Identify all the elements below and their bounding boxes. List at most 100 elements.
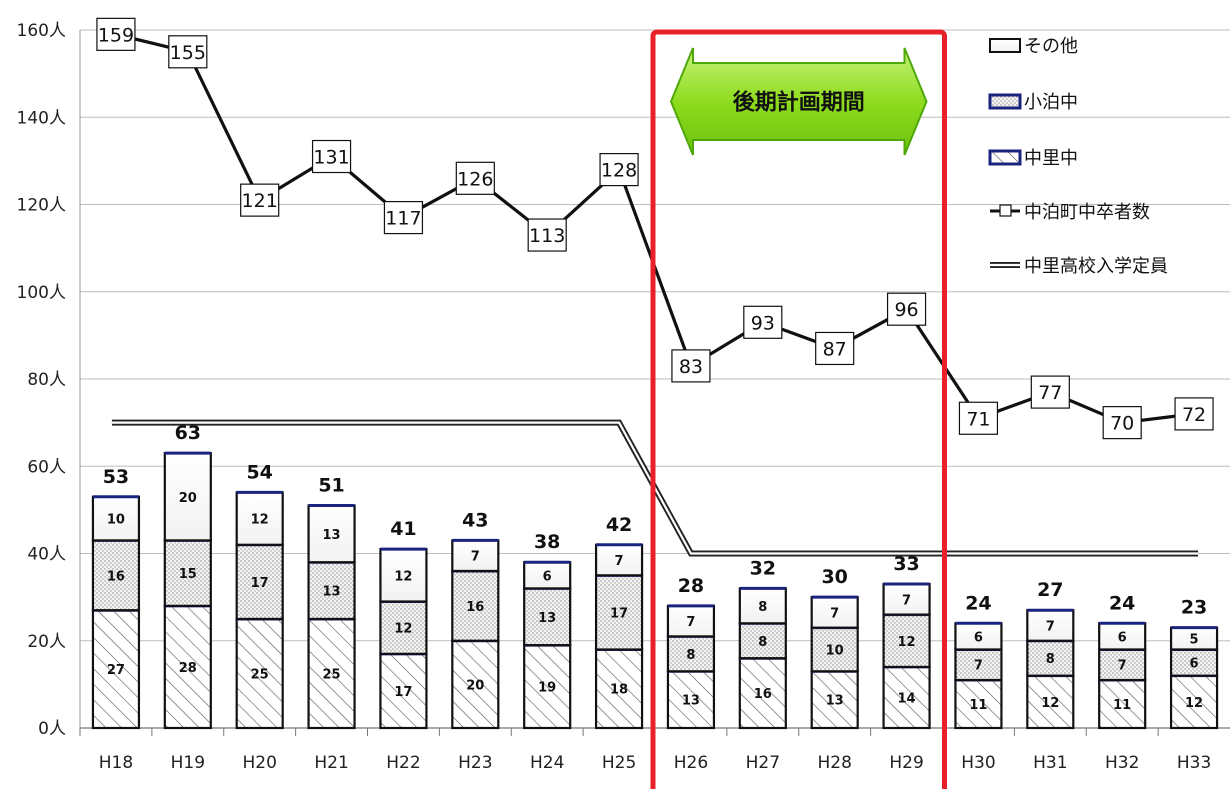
bar-segment <box>163 604 212 730</box>
bar-value-label: 17 <box>394 685 412 700</box>
y-tick-label: 20人 <box>27 632 66 652</box>
legend-swatch <box>989 150 1021 165</box>
legend-label: その他 <box>1024 36 1078 57</box>
bar-segment <box>954 678 1003 730</box>
bar-value-label: 20 <box>179 491 197 506</box>
point-label-box <box>168 35 208 69</box>
point-value-label: 131 <box>313 147 349 169</box>
bar-value-label: 5 <box>1190 633 1199 648</box>
legend-label: 中泊町中卒者数 <box>1024 202 1150 223</box>
bar-segment <box>523 587 572 647</box>
point-value-label: 70 <box>1110 413 1134 435</box>
bar-value-label: 8 <box>1046 652 1055 667</box>
legend-label: 中里中 <box>1024 148 1078 169</box>
bar-value-label: 12 <box>394 569 412 584</box>
bar-value-label: 16 <box>107 569 125 584</box>
banner-arrow <box>669 47 928 156</box>
point-value-label: 87 <box>823 338 847 360</box>
bar-value-label: 13 <box>323 528 341 543</box>
point-value-label: 155 <box>170 42 206 64</box>
bar-value-label: 16 <box>754 687 772 702</box>
x-tick-label: H30 <box>961 753 995 773</box>
bar-total-label: 53 <box>103 466 129 488</box>
bar-segment <box>1026 639 1075 677</box>
bar-value-label: 18 <box>610 683 628 698</box>
x-tick-label: H31 <box>1033 753 1067 773</box>
bar-value-label: 8 <box>758 600 767 615</box>
bar-value-label: 28 <box>179 661 197 676</box>
bar-segment <box>738 657 787 730</box>
x-tick-label: H20 <box>242 753 276 773</box>
bar-segment <box>1098 622 1147 651</box>
bar-value-label: 12 <box>251 513 269 528</box>
bar-total-label: 27 <box>1037 579 1063 601</box>
bar-total-label: 54 <box>246 461 272 483</box>
x-tick-label: H19 <box>171 753 205 773</box>
bar-value-label: 7 <box>1118 659 1127 674</box>
x-tick-label: H24 <box>530 753 564 773</box>
bar-total-label: 23 <box>1181 597 1207 619</box>
bar-total-label: 30 <box>821 566 847 588</box>
point-label-box <box>455 161 495 195</box>
point-value-label: 72 <box>1182 404 1206 426</box>
bar-segment <box>451 539 500 573</box>
bar-total-label: 28 <box>678 575 704 597</box>
bar-value-label: 11 <box>969 698 987 713</box>
bar-total-label: 41 <box>390 518 416 540</box>
x-tick-label: H33 <box>1177 753 1211 773</box>
bar-value-label: 16 <box>466 600 484 615</box>
bar-value-label: 13 <box>323 585 341 600</box>
bar-value-label: 7 <box>830 606 839 621</box>
x-tick-label: H23 <box>458 753 492 773</box>
bar-segment <box>91 495 141 542</box>
point-value-label: 93 <box>751 312 775 334</box>
bar-segment <box>666 670 716 730</box>
x-tick-label: H25 <box>602 753 636 773</box>
point-value-label: 126 <box>457 168 493 190</box>
bar-total-label: 24 <box>965 592 991 614</box>
bar-value-label: 8 <box>686 648 695 663</box>
point-label-box <box>743 305 783 339</box>
bar-total-label: 24 <box>1109 592 1135 614</box>
legend-swatch <box>989 38 1021 53</box>
y-axis: 0人 20人 40人 60人 80人 100人 120人 140人 160人 <box>17 21 81 739</box>
point-value-label: 121 <box>242 190 278 212</box>
bar-value-label: 6 <box>974 630 983 645</box>
point-value-label: 71 <box>966 408 990 430</box>
bar-total-label: 33 <box>893 553 919 575</box>
bar-segment <box>163 452 212 542</box>
legend-swatch-border <box>988 93 1022 110</box>
bar-segment <box>235 491 284 546</box>
bar-total-label: 51 <box>318 475 344 497</box>
point-label-box <box>886 292 927 326</box>
bar-total-label: 43 <box>462 509 488 531</box>
bar-segment <box>666 635 716 673</box>
bar-value-label: 13 <box>682 694 700 709</box>
y-tick-label: 40人 <box>27 545 66 565</box>
bar-segment <box>954 648 1003 682</box>
x-tick-label: H28 <box>817 753 851 773</box>
point-label-box <box>96 17 136 51</box>
bar-value-label: 10 <box>826 643 844 658</box>
bar-value-label: 8 <box>758 635 767 650</box>
bar-segment <box>1169 648 1219 677</box>
bar-value-label: 7 <box>686 615 695 630</box>
bar-value-label: 17 <box>610 606 628 621</box>
bar-value-label: 12 <box>1041 696 1059 711</box>
point-value-label: 128 <box>601 160 637 182</box>
y-tick-label: 0人 <box>38 719 66 739</box>
bar-total-label: 38 <box>534 531 560 553</box>
bar-segment <box>307 504 356 564</box>
x-tick-label: H18 <box>99 753 133 773</box>
bar-value-label: 13 <box>538 611 556 626</box>
point-label-box <box>599 153 639 187</box>
bar-value-label: 19 <box>538 681 556 696</box>
bar-segment <box>91 539 141 612</box>
bar-segment <box>882 613 931 669</box>
x-tick-label: H32 <box>1105 753 1139 773</box>
point-label-box <box>815 331 855 366</box>
bar-segment <box>1026 609 1075 642</box>
bar-value-label: 15 <box>179 567 197 582</box>
point-value-label: 83 <box>679 356 703 378</box>
